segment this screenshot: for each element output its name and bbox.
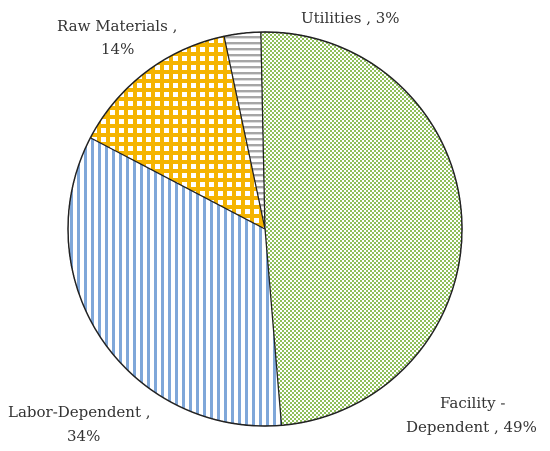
label-utilities: Utilities , 3% [301, 9, 400, 27]
label-labor-line1: Labor-Dependent , [8, 403, 151, 421]
pie-slice-facility-dependent [260, 31, 463, 426]
label-raw-materials-line1: Raw Materials , [57, 17, 177, 35]
pie-outline [67, 31, 463, 427]
pie-slices [67, 31, 463, 427]
label-facility-line2: Dependent , 49% [406, 418, 537, 436]
label-labor-line2: 34% [67, 427, 100, 445]
label-raw-materials-line2: 14% [101, 40, 134, 58]
label-facility-line1: Facility - [440, 394, 505, 412]
